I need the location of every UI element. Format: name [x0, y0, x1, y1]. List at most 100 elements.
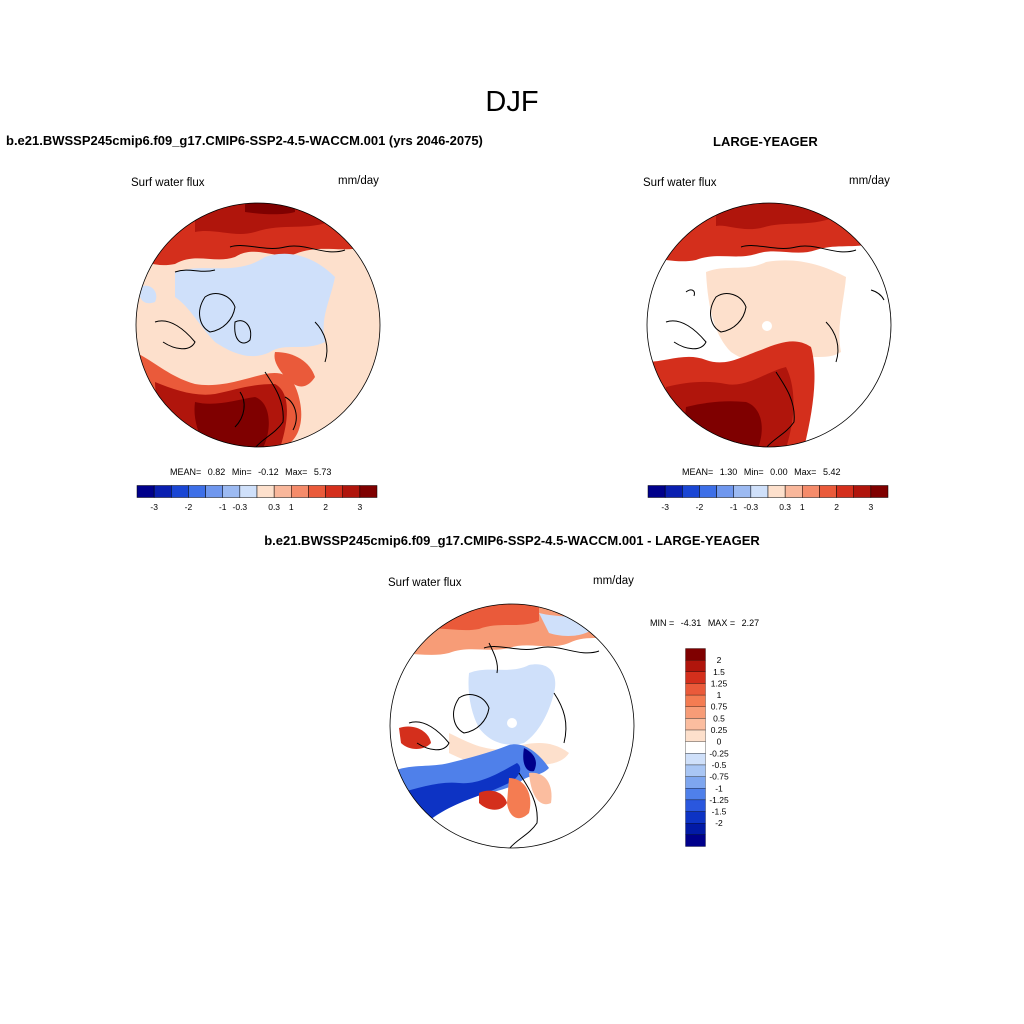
panel-2-arctic-region: [706, 260, 846, 366]
panel-3-colorbar-swatch: [685, 706, 706, 719]
panel-3-colorbar-swatch: [685, 823, 706, 836]
panel-3-colorbar-swatch: [685, 741, 706, 754]
panel-1-colorbar-swatch: [136, 485, 155, 498]
panel-3-polar-map: [389, 603, 635, 849]
panel-2-polar-map: [646, 202, 892, 448]
panel-3-colorbar-tick-label: 1.5: [713, 667, 725, 677]
panel-1-polar-map: [135, 202, 381, 448]
panel-3-colorbar-swatch: [685, 718, 706, 731]
panel-3-colorbar-tick-label: -0.5: [712, 760, 727, 770]
panel-2-colorbar-swatch: [699, 485, 717, 498]
panel-3-colorbar-tick-label: -1.5: [712, 807, 727, 817]
panel-2-colorbar-swatch: [716, 485, 734, 498]
panel-1-colorbar-tick-label: -2: [185, 502, 193, 512]
panel-3-colorbar-swatch: [685, 671, 706, 684]
panel-3-colorbar-swatch: [685, 729, 706, 742]
panel-2-colorbar-swatch: [733, 485, 752, 498]
panel-3-colorbar-tick-label: 2: [717, 655, 722, 665]
panel-2-colorbar-swatch: [664, 485, 683, 498]
panel-3-min-label: MIN =: [650, 618, 675, 628]
panel-3-colorbar-tick-label: 1.25: [711, 678, 728, 688]
panel-2-colorbar-tick-label: -0.3: [744, 502, 759, 512]
panel-1-map-boundary: [135, 202, 381, 448]
panel-3-colorbar-tick-label: 0.25: [711, 725, 728, 735]
panel-1-colorbar-swatch: [171, 485, 189, 498]
panel-2-colorbar-tick-label: -3: [661, 502, 669, 512]
panel-3-colorbar-swatch: [685, 834, 706, 847]
panel-2-units-label: mm/day: [849, 175, 890, 187]
panel-3-colorbar-swatch: [685, 694, 706, 707]
panel-1-mean-value: 0.82: [207, 467, 226, 477]
panel-3-colorbar-tick-label: -0.25: [709, 748, 729, 758]
panel-1-colorbar-tick-label: -1: [219, 502, 227, 512]
panel-2-colorbar-tick-label: -1: [730, 502, 738, 512]
panel-3-max-value: 2.27: [741, 618, 760, 628]
panel-3-map-boundary: [389, 603, 635, 849]
panel-2-variable-label: Surf water flux: [643, 177, 717, 189]
panel-1-colorbar-swatch: [325, 485, 343, 498]
panel-2-colorbar-swatch: [784, 485, 803, 498]
panel-3-colorbar-swatch: [685, 764, 706, 777]
panel-1-colorbar-tick-label: -0.3: [233, 502, 248, 512]
panel-2-min-value: 0.00: [770, 467, 788, 477]
panel-3-colorbar-tick-label: 0.75: [711, 702, 728, 712]
panel-2-colorbar-swatch: [836, 485, 854, 498]
panel-2-colorbar-tick-label: 2: [834, 502, 839, 512]
panel-1-min-label: Min=: [231, 467, 252, 477]
panel-1-colorbar-swatch: [222, 485, 241, 498]
panel-3-colorbar-tick-label: -0.75: [709, 772, 729, 782]
panel-1-title: b.e21.BWSSP245cmip6.f09_g17.CMIP6-SSP2-4…: [6, 133, 483, 148]
panel-1-colorbar-tick-label: 0.3: [268, 502, 280, 512]
panel-2-colorbar-swatch: [647, 485, 666, 498]
panel-1-colorbar-tick-label: 2: [323, 502, 328, 512]
panel-3-colorbar-tick-label: 0.5: [713, 713, 725, 723]
panel-2-colorbar-swatch: [819, 485, 837, 498]
panel-3-title: b.e21.BWSSP245cmip6.f09_g17.CMIP6-SSP2-4…: [264, 533, 760, 548]
panel-2-mean-label: MEAN=: [682, 467, 714, 477]
panel-2-colorbar: -3 -2 -1 -0.3 0.3 1 2 3: [647, 485, 889, 512]
panel-3-colorbar-tick-label: 1: [717, 690, 722, 700]
panel-3-colorbar-tick-label: -2: [715, 818, 723, 828]
panel-3-colorbar-tick-label: 0: [717, 737, 722, 747]
panel-2-map-boundary: [646, 202, 892, 448]
panel-2-mean-value: 1.30: [719, 467, 738, 477]
panel-1-colorbar-tick-label: 1: [289, 502, 294, 512]
panel-3-arctic-region: [468, 664, 556, 745]
panel-1-colorbar-swatch: [239, 485, 258, 498]
panel-1-colorbar-swatch: [188, 485, 206, 498]
panel-1-max-value: 5.73: [313, 467, 332, 477]
panel-1-mean-label: MEAN=: [170, 467, 202, 477]
panel-3-colorbar-swatch: [685, 788, 706, 801]
panel-2-colorbar-swatch: [767, 485, 786, 498]
panel-1-variable-label: Surf water flux: [131, 177, 205, 189]
panel-2-min-label: Min=: [743, 467, 764, 477]
panel-2-colorbar-swatch: [682, 485, 700, 498]
panel-3-colorbar-swatch: [685, 811, 706, 824]
panel-2-colorbar-swatch: [853, 485, 872, 498]
panel-1-min-value: -0.12: [258, 467, 279, 477]
panel-3-colorbar-swatch: [685, 648, 706, 661]
panel-2-stats: MEAN= 1.30 Min= 0.00 Max= 5.42: [682, 467, 840, 477]
panel-3-max-label: MAX =: [707, 618, 736, 628]
panel-3-colorbar-tick-label: -1: [715, 783, 723, 793]
panel-2-title: LARGE-YEAGER: [713, 134, 818, 149]
panel-3-variable-label: Surf water flux: [388, 577, 462, 589]
panel-1-colorbar-swatch: [273, 485, 292, 498]
panel-1-colorbar-swatch: [153, 485, 172, 498]
panel-3-min-value: -4.31: [680, 618, 702, 628]
panel-1-colorbar-swatch: [308, 485, 326, 498]
panel-2-max-label: Max=: [794, 467, 817, 477]
panel-1-colorbar-swatch: [342, 485, 361, 498]
panel-2-colorbar-swatch: [870, 485, 889, 498]
figure-title: DJF: [485, 86, 539, 118]
panel-1-max-label: Max=: [285, 467, 308, 477]
panel-2-colorbar-swatch: [802, 485, 820, 498]
panel-1-colorbar-swatch: [205, 485, 223, 498]
panel-1-units-label: mm/day: [338, 175, 379, 187]
panel-2-colorbar-tick-label: 0.3: [779, 502, 791, 512]
panel-3-colorbar-swatch: [685, 659, 706, 672]
panel-1-colorbar-tick-label: -3: [150, 502, 158, 512]
panel-1-colorbar: -3 -2 -1 -0.3 0.3 1 2 3: [136, 485, 378, 512]
panel-1-stats: MEAN= 0.82 Min= -0.12 Max= 5.73: [170, 467, 331, 477]
panel-3-colorbar-swatch: [685, 799, 706, 812]
